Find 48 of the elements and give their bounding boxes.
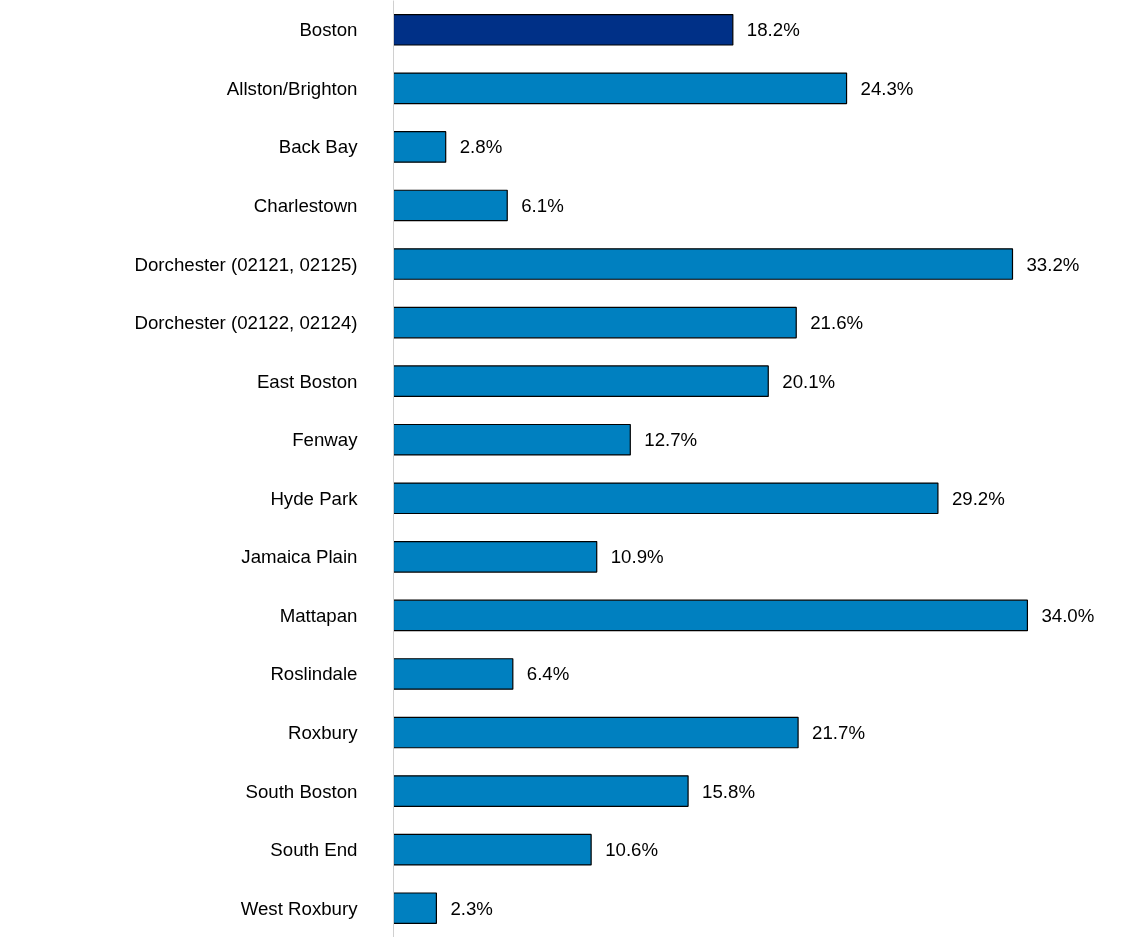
bar (393, 482, 939, 515)
data-label: 34.0% (1041, 604, 1095, 626)
data-label: 33.2% (1026, 253, 1080, 275)
y-tick-label: Jamaica Plain (241, 546, 358, 568)
y-tick-label: Fenway (292, 429, 359, 451)
y-tick-label: West Roxbury (240, 897, 359, 919)
data-label: 20.1% (782, 370, 836, 392)
y-tick-label: South Boston (245, 780, 358, 802)
y-tick-label: Boston (299, 19, 358, 41)
bar (393, 541, 598, 573)
bar (393, 306, 797, 339)
bar (393, 892, 437, 925)
y-tick-label: Hyde Park (270, 487, 359, 509)
bar (393, 775, 689, 807)
bar (393, 833, 592, 866)
y-tick-label: East Boston (256, 370, 358, 392)
data-label: 12.7% (644, 429, 698, 451)
bar (393, 189, 508, 222)
data-label: 10.6% (605, 839, 659, 861)
data-label: 29.2% (951, 487, 1005, 509)
y-tick-label: Dorchester (02121, 02125) (134, 253, 358, 275)
data-label: 24.3% (860, 77, 914, 99)
y-tick-label: Allston/Brighton (226, 77, 358, 99)
bar (393, 365, 769, 397)
bar (393, 716, 799, 749)
data-label: 6.4% (526, 663, 570, 685)
bar (393, 13, 734, 46)
data-label: 18.2% (746, 19, 800, 41)
bar (393, 131, 447, 163)
data-label: 10.9% (610, 546, 664, 568)
bar (393, 72, 848, 105)
data-label: 21.7% (812, 722, 865, 744)
y-tick-label: Roxbury (288, 722, 359, 744)
bar (393, 658, 514, 690)
data-label: 15.8% (702, 780, 755, 802)
bar (393, 423, 631, 456)
y-tick-label: Charlestown (253, 194, 358, 216)
y-tick-label: Back Bay (278, 136, 359, 158)
bar (393, 248, 1014, 280)
data-label: 21.6% (810, 312, 864, 334)
data-label: 6.1% (521, 194, 564, 216)
y-tick-label: Roslindale (270, 663, 358, 685)
data-label: 2.3% (450, 897, 493, 919)
y-tick-label: South End (270, 839, 358, 861)
y-tick-label: Mattapan (279, 604, 358, 626)
y-tick-label: Dorchester (02122, 02124) (134, 312, 358, 334)
bar (393, 599, 1029, 632)
data-label: 2.8% (459, 136, 503, 158)
